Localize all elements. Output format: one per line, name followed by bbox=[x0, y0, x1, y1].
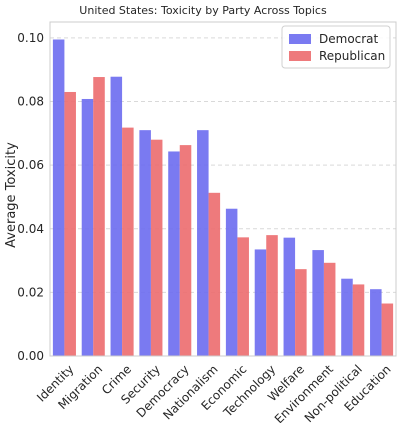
x-axis-ticks: IdentityMigrationCrimeSecurityDemocracyN… bbox=[34, 362, 394, 423]
bar-democrat bbox=[139, 130, 151, 356]
bars bbox=[52, 39, 394, 357]
y-tick-label: 0.08 bbox=[17, 95, 44, 109]
legend-label: Republican bbox=[319, 49, 385, 63]
bar-democrat bbox=[254, 249, 267, 356]
bar-republican bbox=[237, 237, 249, 356]
bar-republican bbox=[208, 192, 221, 356]
bar-democrat bbox=[81, 98, 94, 356]
bar-democrat bbox=[283, 237, 296, 356]
bar-democrat bbox=[225, 208, 238, 356]
y-tick-label: 0.02 bbox=[17, 285, 44, 299]
bar-democrat bbox=[52, 39, 65, 356]
bar-republican bbox=[323, 262, 336, 356]
y-axis-ticks: 0.00 0.02 0.04 0.06 0.08 0.10 bbox=[17, 31, 44, 363]
legend-swatch bbox=[289, 34, 311, 44]
legend-label: Democrat bbox=[319, 32, 379, 46]
bar-republican bbox=[122, 127, 134, 356]
bar-republican bbox=[93, 77, 105, 356]
plot-frame bbox=[49, 21, 397, 357]
bar-republican bbox=[64, 91, 76, 356]
y-tick-label: 0.10 bbox=[17, 31, 44, 45]
legend-swatch bbox=[289, 51, 311, 61]
bar-republican bbox=[381, 303, 394, 356]
bar-democrat bbox=[110, 76, 123, 357]
bar-republican bbox=[266, 235, 278, 356]
bar-democrat bbox=[197, 130, 209, 356]
bar-democrat bbox=[370, 289, 382, 356]
bar-democrat bbox=[341, 278, 353, 356]
y-tick-label: 0.06 bbox=[17, 158, 44, 172]
bar-democrat bbox=[312, 250, 324, 356]
chart-title: United States: Toxicity by Party Across … bbox=[79, 4, 327, 17]
bar-republican bbox=[352, 284, 365, 356]
bar-democrat bbox=[168, 151, 180, 356]
bar-republican bbox=[150, 139, 163, 356]
bar-republican bbox=[179, 145, 192, 356]
legend: Democrat Republican bbox=[281, 25, 391, 69]
bar-republican bbox=[295, 269, 307, 356]
y-axis-label: Average Toxicity bbox=[4, 142, 19, 248]
y-tick-label: 0.04 bbox=[17, 222, 44, 236]
y-tick-label: 0.00 bbox=[17, 349, 44, 363]
